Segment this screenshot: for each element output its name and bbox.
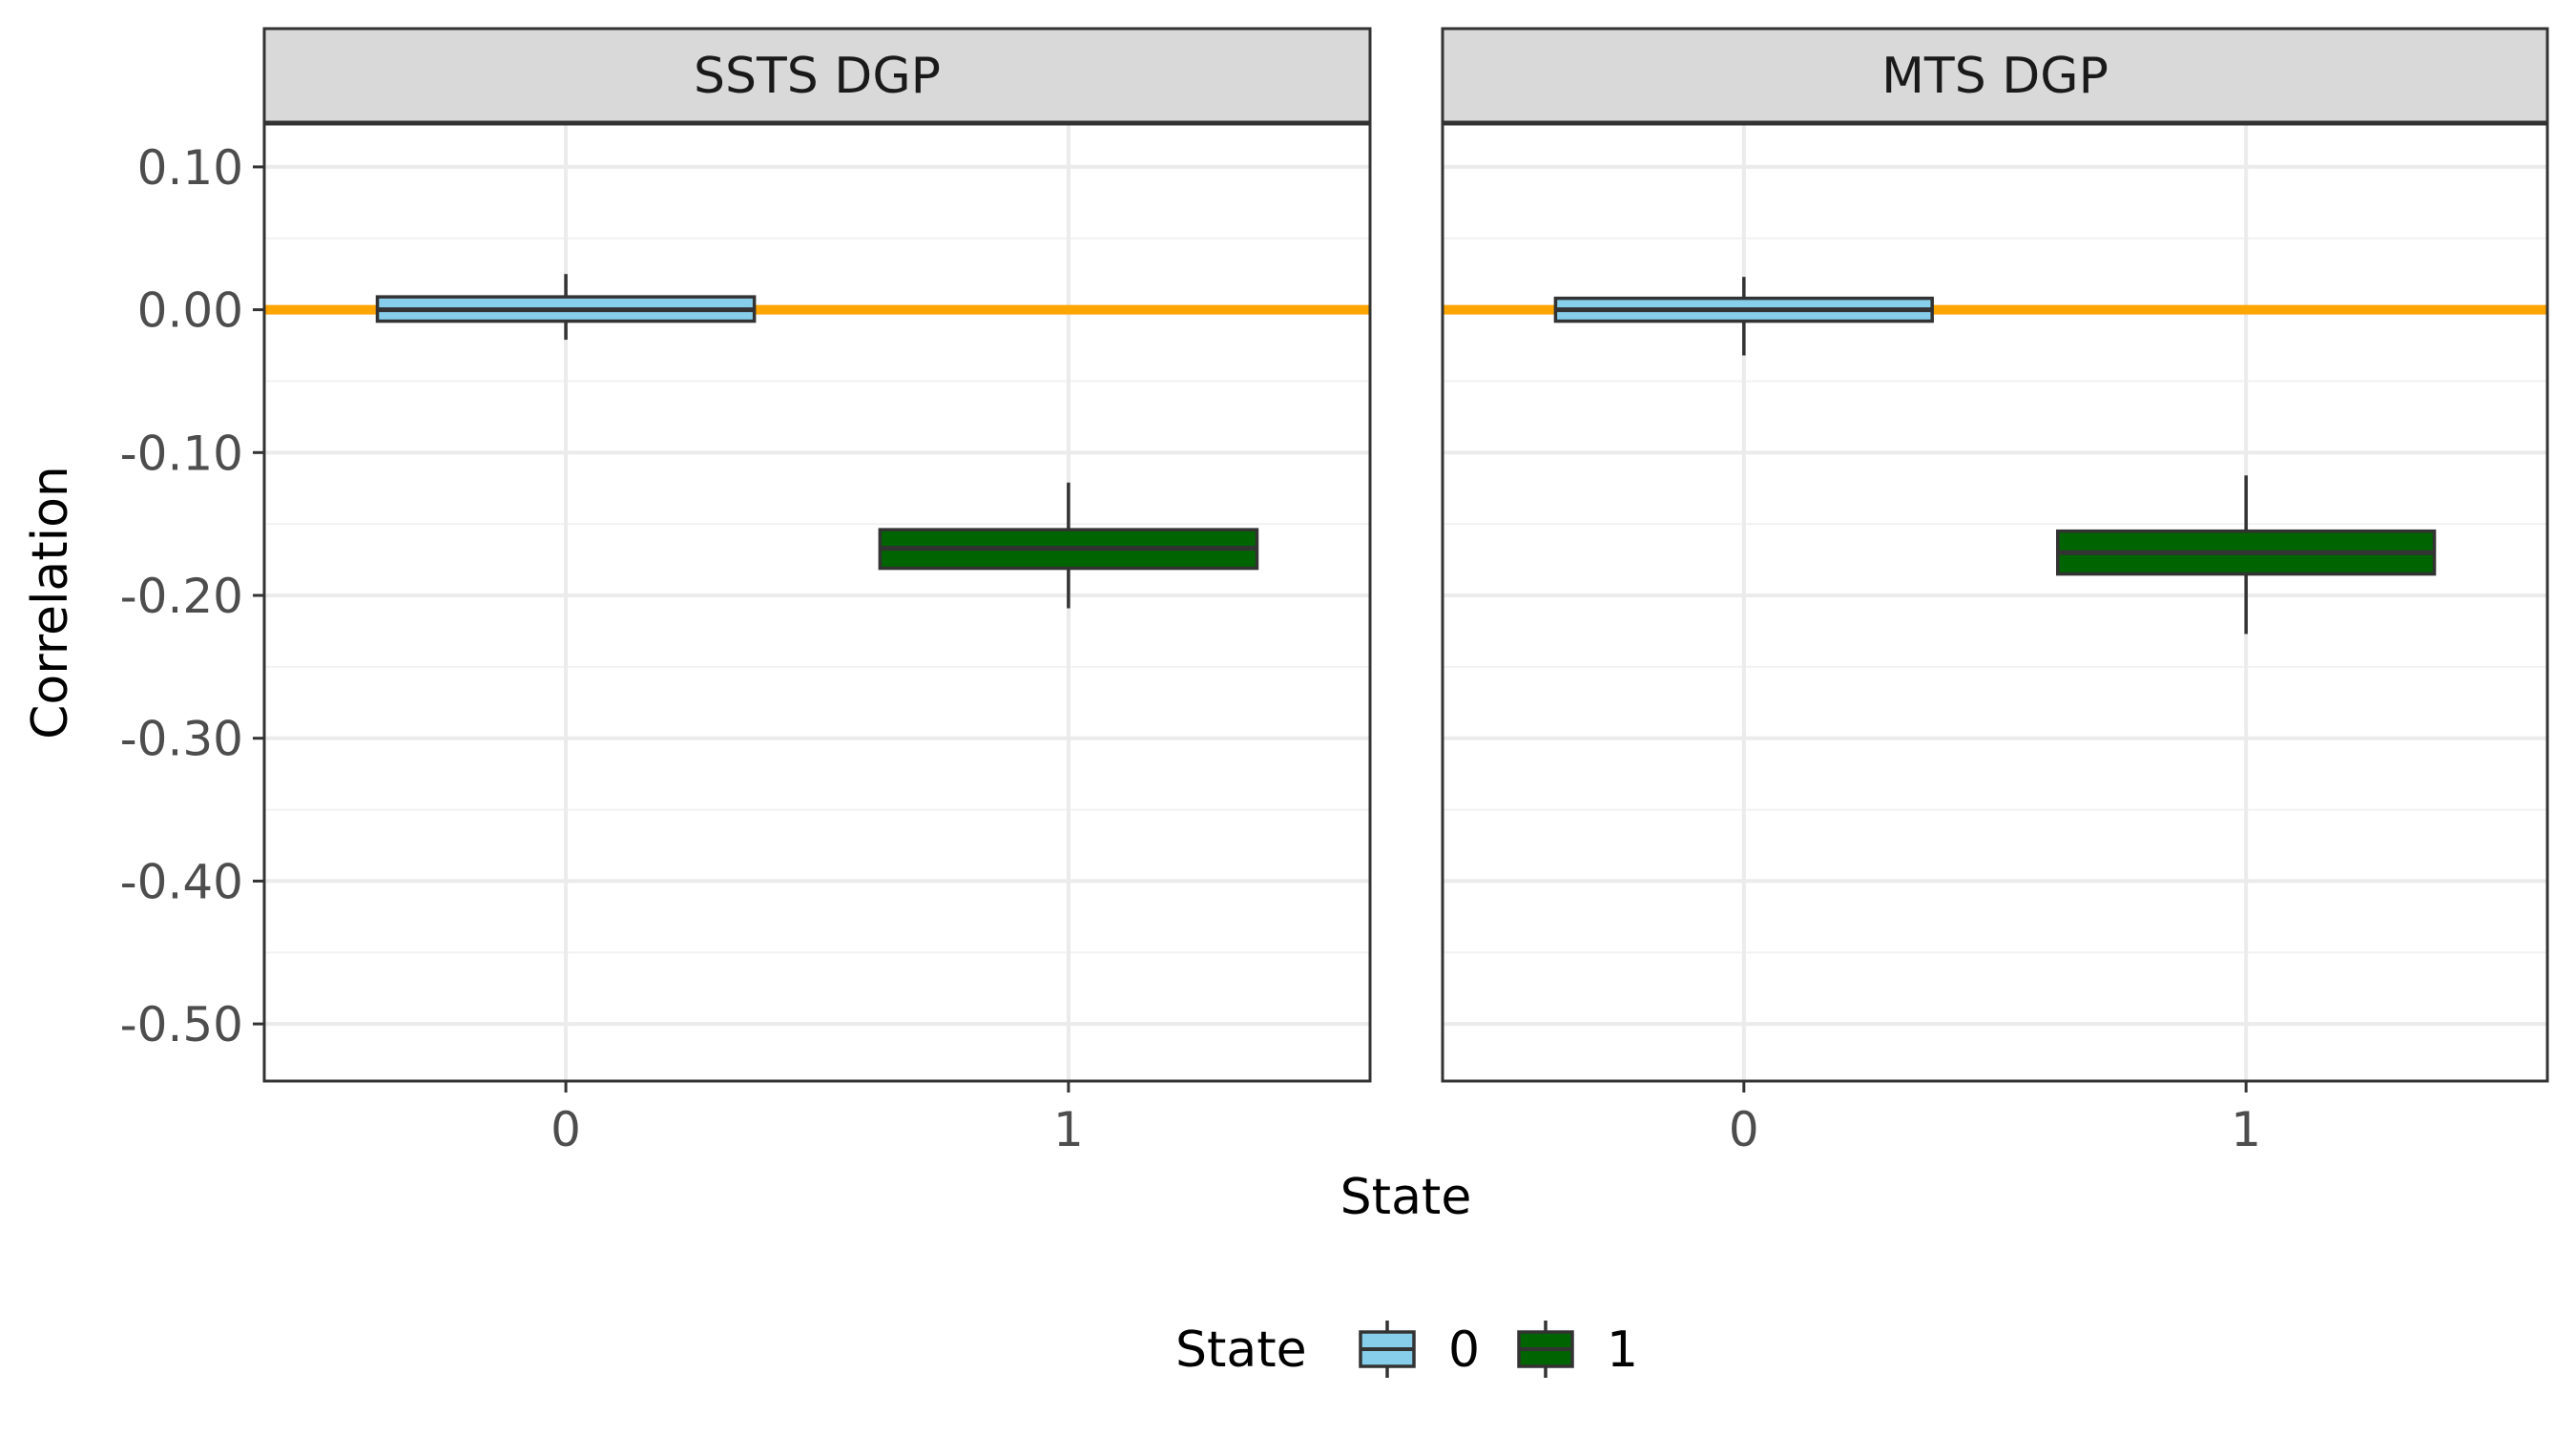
x-tick-label: 1: [1053, 1102, 1084, 1157]
legend-title: State: [1175, 1322, 1307, 1379]
panel-title: MTS DGP: [1881, 48, 2109, 105]
strip-background: [262, 27, 1372, 124]
panel-border: [262, 122, 1372, 1083]
y-axis-title: Correlation: [22, 466, 79, 739]
y-tick-label: 0.10: [137, 140, 243, 196]
panel-border: [1441, 122, 2549, 1083]
panel-background: [264, 124, 1370, 1081]
panel-background: [1443, 124, 2547, 1081]
x-axis-title: State: [1340, 1169, 1472, 1226]
legend-label: 1: [1607, 1322, 1638, 1379]
y-tick-label: -0.10: [120, 426, 243, 481]
x-tick-label: 1: [2231, 1102, 2261, 1157]
legend-label: 0: [1448, 1322, 1480, 1379]
panel-title: SSTS DGP: [694, 48, 941, 105]
x-tick-label: 0: [1729, 1102, 1759, 1157]
strip-background: [1441, 27, 2549, 124]
x-tick-label: 0: [551, 1102, 581, 1157]
y-tick-label: -0.20: [120, 569, 243, 624]
y-tick-label: -0.30: [120, 712, 243, 767]
y-tick-label: -0.50: [120, 997, 243, 1052]
y-tick-label: -0.40: [120, 854, 243, 909]
y-tick-label: 0.00: [137, 283, 243, 339]
